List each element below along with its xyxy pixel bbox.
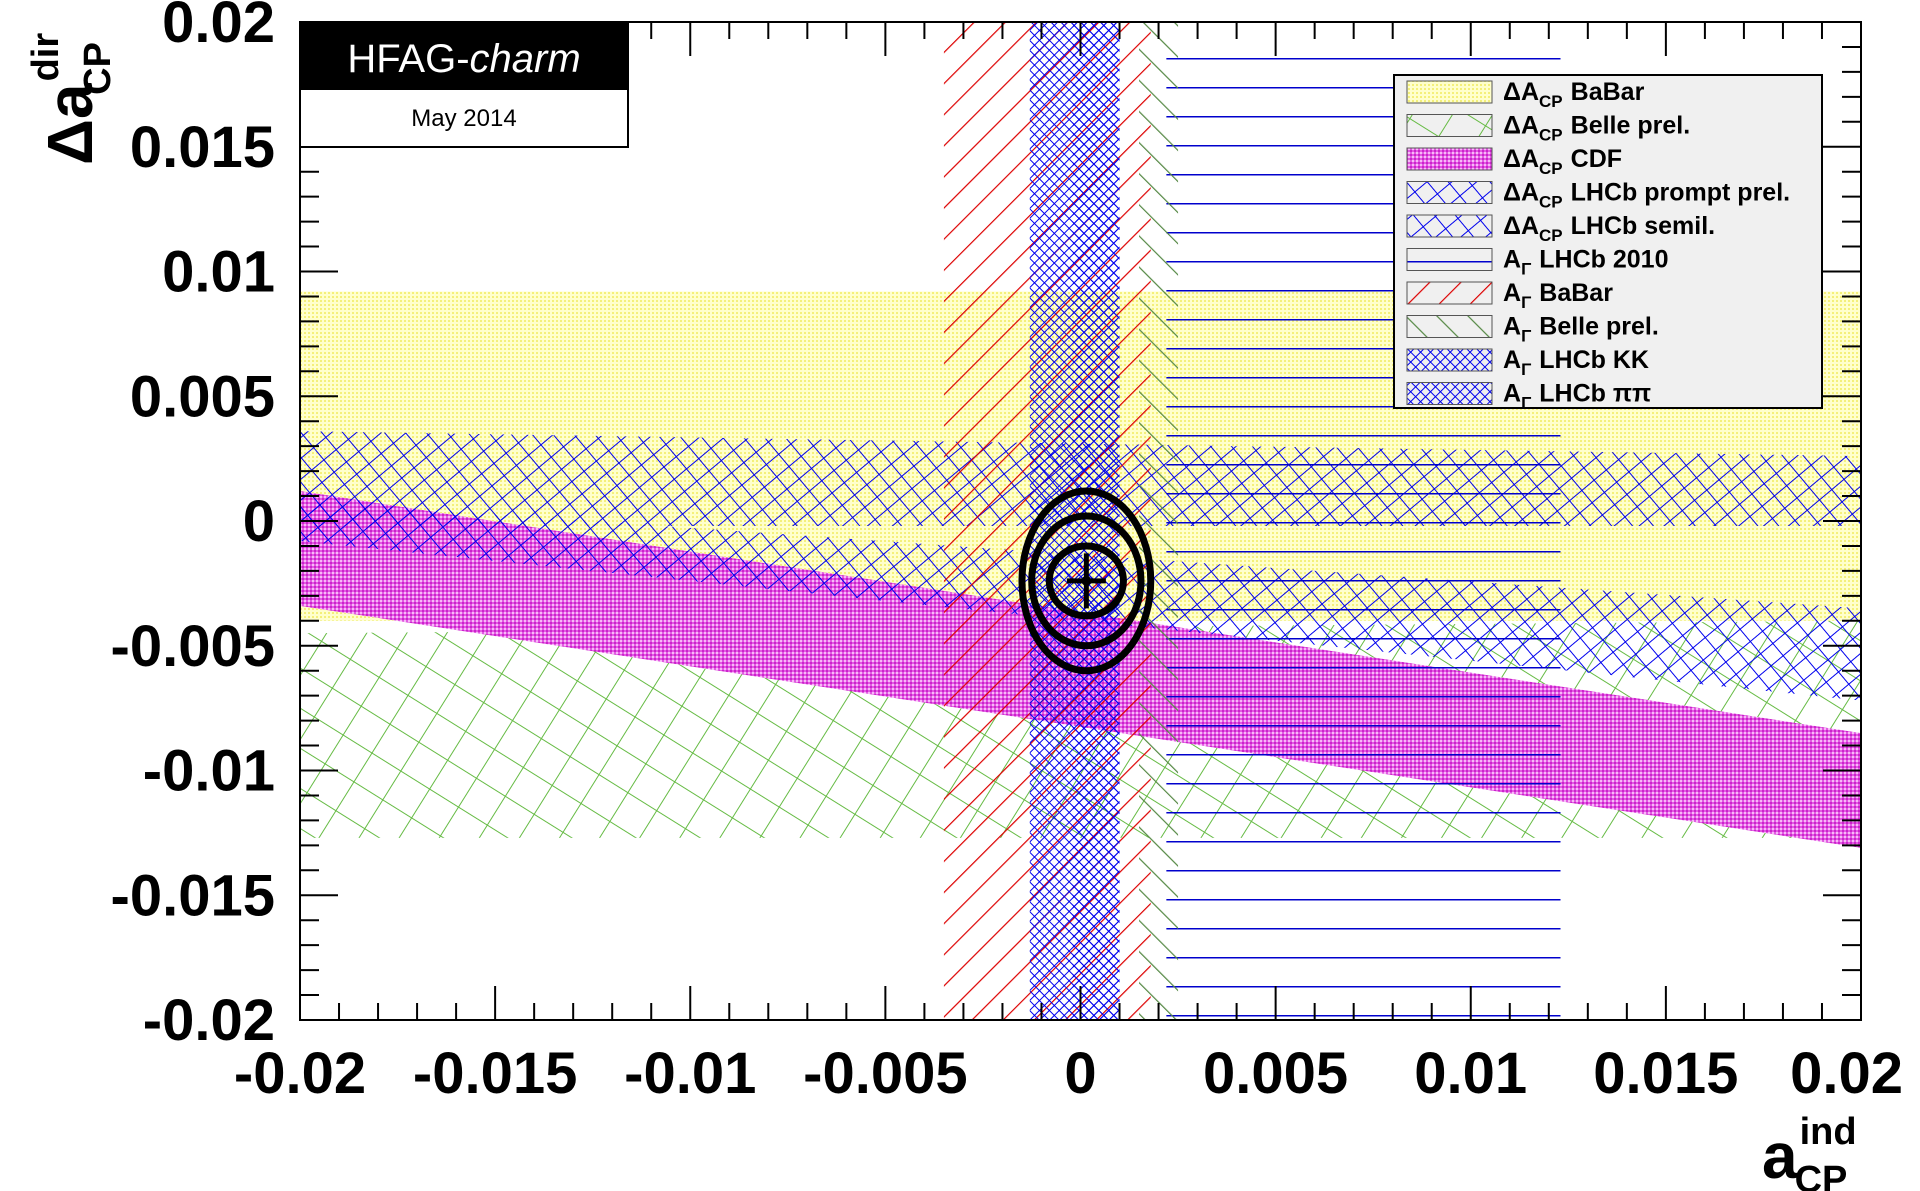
y-tick-label: -0.02: [143, 988, 275, 1053]
y-tick-label: -0.01: [143, 739, 275, 804]
legend-swatch: [1406, 281, 1493, 305]
legend-swatch: [1406, 114, 1493, 137]
fit-contours: [1018, 487, 1155, 675]
legend-label: AΓ LHCb ππ: [1503, 380, 1651, 413]
hfag-logo-banner: [300, 22, 628, 90]
axis-tick-labels: -0.02 -0.015 -0.01 -0.005 0 0.005 0.01 0.015 0.0…: [111, 0, 1903, 1106]
y-tick-label: 0.02: [162, 0, 275, 55]
legend-swatch: [1406, 181, 1493, 204]
y-tick-label: 0: [243, 489, 275, 554]
x-axis-title: aind CP: [1762, 1111, 1857, 1191]
fit-contour-3: [1018, 487, 1155, 675]
legend-label: AΓ BaBar: [1503, 279, 1613, 312]
legend-entry-8: AΓ Belle prel.: [1406, 313, 1659, 346]
y-axis-title: Δadir CP: [25, 33, 119, 165]
legend-label: ΔACP CDF: [1503, 145, 1622, 178]
x-tick-label: -0.02: [234, 1041, 366, 1106]
legend-swatch: [1406, 214, 1493, 238]
y-tick-label: 0.005: [130, 364, 275, 429]
legend-label: ΔACP LHCb semil.: [1503, 212, 1715, 245]
x-tick-label: 0.015: [1593, 1041, 1738, 1106]
x-tick-label: -0.015: [413, 1041, 577, 1106]
x-tick-label: -0.005: [803, 1041, 967, 1106]
hfag-logo-title: HFAG-charm: [347, 37, 580, 81]
legend-entry-5: ΔACP LHCb semil.: [1406, 212, 1715, 245]
hfag-logo-date: May 2014: [411, 105, 516, 132]
x-tick-label: 0.01: [1414, 1041, 1527, 1106]
x-tick-label: 0.02: [1790, 1041, 1903, 1106]
legend-entry-4: ΔACP LHCb prompt prel.: [1406, 179, 1790, 212]
legend-swatch: [1406, 147, 1493, 171]
fit-contour-2: [1028, 512, 1145, 650]
y-tick-label: 0.01: [162, 240, 275, 305]
legend-entry-9: AΓ LHCb KK: [1406, 346, 1649, 379]
y-tick-label: -0.005: [111, 614, 275, 679]
fit-central-value: [1081, 575, 1092, 586]
y-tick-label: 0.015: [130, 115, 275, 180]
agamma-band-belle-prel: [1139, 22, 1179, 1020]
x-tick-label: 0: [1064, 1041, 1096, 1106]
legend-swatch: [1406, 248, 1493, 271]
legend-entry-2: ΔACP Belle prel.: [1406, 112, 1690, 145]
legend-swatch: [1406, 315, 1493, 338]
legend-label: ΔACP BaBar: [1503, 78, 1645, 111]
y-tick-label: -0.015: [111, 863, 275, 928]
legend-swatch: [1406, 80, 1493, 104]
legend-label: ΔACP Belle prel.: [1503, 112, 1690, 145]
legend-label: AΓ LHCb 2010: [1503, 246, 1669, 279]
legend-entry-7: AΓ BaBar: [1406, 279, 1613, 312]
x-tick-label: -0.01: [624, 1041, 756, 1106]
legend-swatch: [1406, 348, 1493, 372]
legend-entry-3: ΔACP CDF: [1406, 145, 1622, 178]
legend-label: AΓ LHCb KK: [1503, 346, 1649, 379]
legend-label: ΔACP LHCb prompt prel.: [1503, 179, 1790, 212]
legend-entry-6: AΓ LHCb 2010: [1406, 246, 1669, 279]
hfag-logo: HFAG-charm May 2014: [299, 21, 629, 148]
legend-entry-1: ΔACP BaBar: [1406, 78, 1645, 111]
legend-label: AΓ Belle prel.: [1503, 313, 1659, 346]
x-tick-label: 0.005: [1203, 1041, 1348, 1106]
fit-contour-1: [1045, 542, 1127, 620]
legend-swatch: [1406, 382, 1493, 405]
axis-ticks: [299, 21, 1862, 1021]
legend-entry-10: AΓ LHCb ππ: [1406, 380, 1651, 413]
